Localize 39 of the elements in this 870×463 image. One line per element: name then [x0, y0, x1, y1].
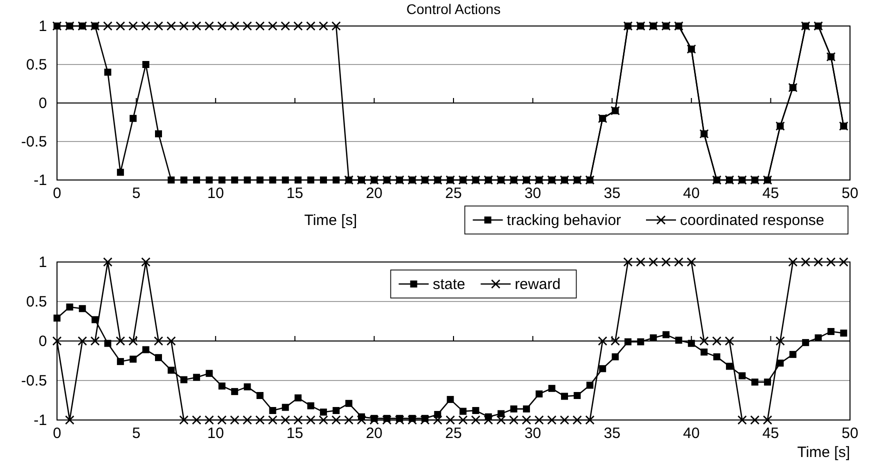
y-tick-label: -1: [34, 172, 47, 189]
x-tick-label: 50: [842, 425, 858, 442]
y-tick-label: 1: [38, 254, 47, 271]
x-tick-label: 20: [366, 425, 383, 442]
legend-label: coordinated response: [680, 212, 824, 229]
x-tick-label: 40: [683, 425, 700, 442]
x-tick-label: 15: [286, 185, 304, 202]
y-tick-label: -0.5: [21, 134, 47, 150]
y-tick-label: -1: [34, 412, 47, 429]
legend-label: tracking behavior: [506, 212, 622, 229]
x-tick-label: 0: [52, 185, 62, 202]
x-tick-label: 10: [207, 425, 224, 442]
x-tick-label: 45: [762, 185, 780, 202]
y-tick-label: 0.5: [26, 294, 47, 310]
y-tick-label: 1: [38, 18, 47, 35]
y-tick-label: -0.5: [21, 372, 47, 390]
x-tick-label: 35: [604, 185, 620, 202]
x-tick-label: 25: [445, 425, 462, 442]
legend-label: reward: [514, 276, 561, 293]
x-tick-label: 35: [604, 425, 620, 442]
x-tick-label: 30: [524, 425, 542, 442]
x-axis-title: Time [s]: [797, 444, 850, 461]
y-tick-label: 0: [38, 333, 47, 350]
x-tick-label: 30: [524, 185, 542, 202]
x-tick-label: 25: [445, 185, 462, 202]
x-tick-label: 5: [132, 185, 140, 202]
x-tick-label: 0: [52, 425, 62, 442]
x-tick-label: 40: [683, 185, 700, 202]
y-tick-label: 0.5: [26, 56, 47, 74]
x-tick-label: 45: [762, 425, 780, 442]
x-tick-label: 50: [842, 185, 858, 202]
chart-title: Control Actions: [406, 1, 501, 17]
y-tick-label: 0: [38, 95, 47, 112]
x-tick-label: 5: [132, 425, 140, 442]
x-tick-label: 10: [207, 185, 224, 202]
x-tick-label: 15: [286, 425, 304, 442]
x-axis-title: Time [s]: [304, 212, 357, 229]
legend-label: state: [432, 276, 466, 293]
x-tick-label: 20: [366, 185, 383, 202]
